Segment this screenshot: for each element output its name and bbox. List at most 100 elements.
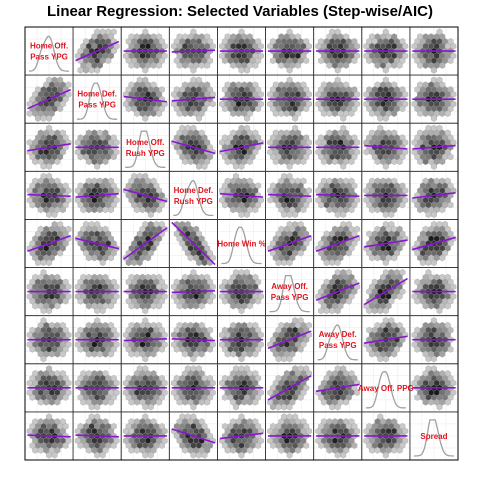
panel-2-3 [169, 123, 217, 171]
hexbin-cell [428, 303, 434, 309]
hexbin-cell [204, 62, 210, 68]
panel-0-3 [169, 27, 217, 75]
hexbin-cell [230, 110, 236, 116]
variable-label-line: Rush YPG [174, 197, 213, 206]
hexbin-cell [287, 211, 293, 217]
panel-0-0: Home Off. Pass YPG [25, 27, 73, 75]
panel-2-2: Home Off. Rush YPG [121, 123, 169, 171]
panel-0-1 [73, 27, 121, 75]
hexbin-cell [182, 110, 188, 116]
hexbin-cell [92, 255, 98, 261]
hexbin-cell [366, 308, 372, 314]
hexbin-cell [298, 346, 304, 352]
hexbin-cell [129, 351, 135, 357]
hexbin-cell [329, 308, 335, 314]
variable-label-line: Home Win % [217, 240, 265, 249]
panel-4-6 [314, 219, 362, 267]
hexbin-cell [375, 447, 381, 453]
hexbin-cell [204, 399, 210, 405]
hexbin-cell [100, 308, 106, 314]
hexbin-cell [60, 207, 66, 213]
hexbin-cell [86, 447, 92, 453]
panel-6-7 [362, 316, 410, 364]
panel-0-6 [314, 27, 362, 75]
hexbin-cell [295, 447, 301, 453]
hexbin-cell [105, 57, 111, 63]
hexbin-cell [383, 67, 389, 73]
hexbin-cell [129, 303, 135, 309]
hexbin-cell [94, 404, 100, 410]
hexbin-cell [349, 207, 355, 213]
hexbin-cell [41, 356, 47, 362]
hexbin-cell [103, 207, 109, 213]
hexbin-cell [188, 303, 194, 309]
hexbin-cell [335, 308, 341, 314]
hexbin-cell [143, 115, 149, 121]
hexbin-cell [202, 452, 208, 458]
hexbin-cell [445, 303, 451, 309]
hexbin-cell [389, 211, 395, 217]
hexbin-cell [41, 163, 47, 169]
hexbin-cell [52, 211, 58, 217]
hexbin-cell [273, 158, 279, 164]
hexbin-cell [143, 308, 149, 314]
hexbin-cell [225, 158, 231, 164]
hexbin-cell [151, 110, 157, 116]
panel-4-0 [25, 219, 73, 267]
hexbin-cell [92, 207, 98, 213]
hexbin-cell [400, 202, 406, 208]
hexbin-cell [276, 260, 282, 266]
panel-6-3 [169, 316, 217, 364]
hexbin-cell [32, 158, 38, 164]
hexbin-cell [97, 351, 103, 357]
hexbin-cell [44, 399, 50, 405]
panel-5-6 [314, 268, 362, 316]
hexbin-cell [134, 207, 140, 213]
panel-8-6 [314, 412, 362, 460]
hexbin-cell [247, 447, 253, 453]
hexbin-cell [41, 115, 47, 121]
hexbin-cell [177, 399, 183, 405]
hexbin-cell [199, 351, 205, 357]
hexbin-cell [375, 255, 381, 261]
hexbin-cell [134, 447, 140, 453]
hexbin-cell [335, 67, 341, 73]
variable-label-line: Rush YPG [126, 149, 165, 158]
panel-8-2 [121, 412, 169, 460]
panel-1-5 [266, 75, 314, 123]
hexbin-cell [327, 158, 333, 164]
hexbin-cell [46, 163, 52, 169]
panel-2-1 [73, 123, 121, 171]
hexbin-cell [255, 106, 261, 112]
hexbin-cell [321, 399, 327, 405]
hexbin-cell [244, 115, 250, 121]
hexbin-cell [426, 260, 432, 266]
hexbin-cell [431, 211, 437, 217]
hexbin-cell [129, 399, 135, 405]
variable-label-line: Away Def. [319, 330, 357, 339]
variable-label-line: Pass YPG [271, 293, 309, 302]
panel-2-6 [314, 123, 362, 171]
hexbin-cell [159, 442, 165, 448]
hexbin-cell [177, 110, 183, 116]
hexbin-cell [156, 62, 162, 68]
hexbin-cell [182, 447, 188, 453]
hexbin-cell [343, 62, 349, 68]
hexbin-cell [352, 57, 358, 63]
hexbin-cell [391, 351, 397, 357]
hexbin-cell [41, 260, 47, 266]
hexbin-cell [63, 394, 69, 400]
hexbin-cell [318, 308, 324, 314]
hexbin-cell [391, 255, 397, 261]
hexbin-cell [321, 110, 327, 116]
variable-label-line: Home Off. [126, 138, 164, 147]
hexbin-cell [448, 154, 454, 160]
hexbin-cell [239, 163, 245, 169]
hexbin-cell [78, 298, 84, 304]
hexbin-cell [140, 207, 146, 213]
hexbin-cell [35, 115, 41, 121]
hexbin-cell [281, 404, 287, 410]
hexbin-cell [378, 308, 384, 314]
hexbin-cell [86, 351, 92, 357]
hexbin-cell [81, 399, 87, 405]
